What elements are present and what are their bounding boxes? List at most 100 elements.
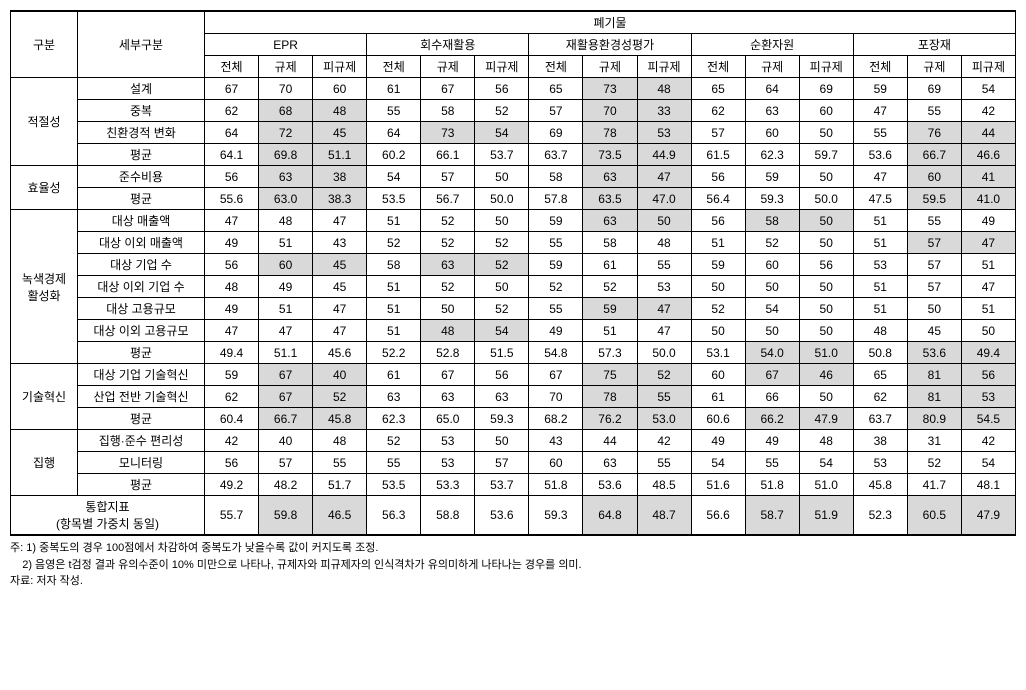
value-cell: 53.6 <box>475 496 529 536</box>
value-cell: 43 <box>313 232 367 254</box>
subcategory-cell: 집행·준수 편리성 <box>78 430 205 452</box>
value-cell: 62 <box>205 100 259 122</box>
value-cell: 59 <box>745 166 799 188</box>
value-cell: 42 <box>961 100 1015 122</box>
value-cell: 66.2 <box>745 408 799 430</box>
value-cell: 70 <box>583 100 637 122</box>
value-cell: 51 <box>259 298 313 320</box>
value-cell: 59.8 <box>259 496 313 536</box>
value-cell: 56.7 <box>421 188 475 210</box>
value-cell: 60 <box>691 364 745 386</box>
value-cell: 54 <box>475 320 529 342</box>
value-cell: 51.7 <box>313 474 367 496</box>
value-cell: 61 <box>367 364 421 386</box>
subcategory-cell: 준수비용 <box>78 166 205 188</box>
value-cell: 67 <box>259 364 313 386</box>
value-cell: 51 <box>259 232 313 254</box>
value-cell: 50.0 <box>799 188 853 210</box>
value-cell: 53.0 <box>637 408 691 430</box>
value-cell: 47 <box>961 232 1015 254</box>
value-cell: 81 <box>907 364 961 386</box>
value-cell: 47.9 <box>961 496 1015 536</box>
value-cell: 52 <box>907 452 961 474</box>
value-cell: 66.7 <box>259 408 313 430</box>
value-cell: 47 <box>853 166 907 188</box>
value-cell: 55 <box>853 122 907 144</box>
value-cell: 64 <box>367 122 421 144</box>
value-cell: 48 <box>205 276 259 298</box>
value-cell: 73 <box>421 122 475 144</box>
value-cell: 49.4 <box>205 342 259 364</box>
value-cell: 62 <box>205 386 259 408</box>
value-cell: 62.3 <box>745 144 799 166</box>
value-cell: 66.7 <box>907 144 961 166</box>
value-cell: 49 <box>745 430 799 452</box>
value-cell: 48 <box>637 232 691 254</box>
value-cell: 47 <box>637 320 691 342</box>
value-cell: 78 <box>583 386 637 408</box>
value-cell: 51 <box>367 276 421 298</box>
value-cell: 60 <box>529 452 583 474</box>
value-cell: 68.2 <box>529 408 583 430</box>
value-cell: 48.5 <box>637 474 691 496</box>
value-cell: 60 <box>907 166 961 188</box>
header-subcol: 규제 <box>583 56 637 78</box>
value-cell: 45 <box>313 122 367 144</box>
subcategory-cell: 대상 고용규모 <box>78 298 205 320</box>
table-row: 적절성설계677060616756657348656469596954 <box>11 78 1016 100</box>
value-cell: 50 <box>799 210 853 232</box>
table-row: 평균64.169.851.160.266.153.763.773.544.961… <box>11 144 1016 166</box>
value-cell: 51 <box>367 210 421 232</box>
table-row: 기술혁신대상 기업 기술혁신59674061675667755260674665… <box>11 364 1016 386</box>
value-cell: 48 <box>421 320 475 342</box>
value-cell: 61 <box>583 254 637 276</box>
value-cell: 38 <box>313 166 367 188</box>
value-cell: 54 <box>475 122 529 144</box>
value-cell: 47 <box>205 320 259 342</box>
value-cell: 56.4 <box>691 188 745 210</box>
value-cell: 50 <box>745 276 799 298</box>
table-row: 중복626848555852577033626360475542 <box>11 100 1016 122</box>
value-cell: 50.0 <box>637 342 691 364</box>
value-cell: 38.3 <box>313 188 367 210</box>
value-cell: 33 <box>637 100 691 122</box>
value-cell: 51.1 <box>259 342 313 364</box>
table-row: 대상 이외 매출액495143525252555848515250515747 <box>11 232 1016 254</box>
value-cell: 48 <box>313 430 367 452</box>
value-cell: 57.8 <box>529 188 583 210</box>
value-cell: 49 <box>205 232 259 254</box>
value-cell: 55 <box>907 210 961 232</box>
value-cell: 51 <box>367 320 421 342</box>
value-cell: 48.2 <box>259 474 313 496</box>
value-cell: 65 <box>529 78 583 100</box>
subcategory-cell: 설계 <box>78 78 205 100</box>
value-cell: 53.5 <box>367 188 421 210</box>
value-cell: 47 <box>853 100 907 122</box>
value-cell: 51.9 <box>799 496 853 536</box>
table-row: 대상 고용규모495147515052555947525450515051 <box>11 298 1016 320</box>
value-cell: 53.7 <box>475 144 529 166</box>
header-subcol: 전체 <box>367 56 421 78</box>
value-cell: 46.6 <box>961 144 1015 166</box>
value-cell: 57 <box>907 276 961 298</box>
subcategory-cell: 평균 <box>78 144 205 166</box>
subcategory-cell: 평균 <box>78 188 205 210</box>
value-cell: 41.7 <box>907 474 961 496</box>
value-cell: 60 <box>745 122 799 144</box>
value-cell: 59 <box>583 298 637 320</box>
value-cell: 69 <box>907 78 961 100</box>
value-cell: 59.7 <box>799 144 853 166</box>
value-cell: 48 <box>799 430 853 452</box>
value-cell: 63 <box>583 452 637 474</box>
value-cell: 57 <box>907 254 961 276</box>
value-cell: 63 <box>421 254 475 276</box>
value-cell: 58 <box>367 254 421 276</box>
footnote-3: 자료: 저자 작성. <box>10 573 1016 590</box>
value-cell: 50 <box>799 276 853 298</box>
value-cell: 55 <box>529 298 583 320</box>
value-cell: 56 <box>205 166 259 188</box>
header-category: 구분 <box>11 11 78 78</box>
subcategory-cell: 평균 <box>78 342 205 364</box>
footnotes: 주: 1) 중복도의 경우 100점에서 차감하여 중복도가 낮을수록 값이 커… <box>10 540 1016 590</box>
value-cell: 51.8 <box>745 474 799 496</box>
